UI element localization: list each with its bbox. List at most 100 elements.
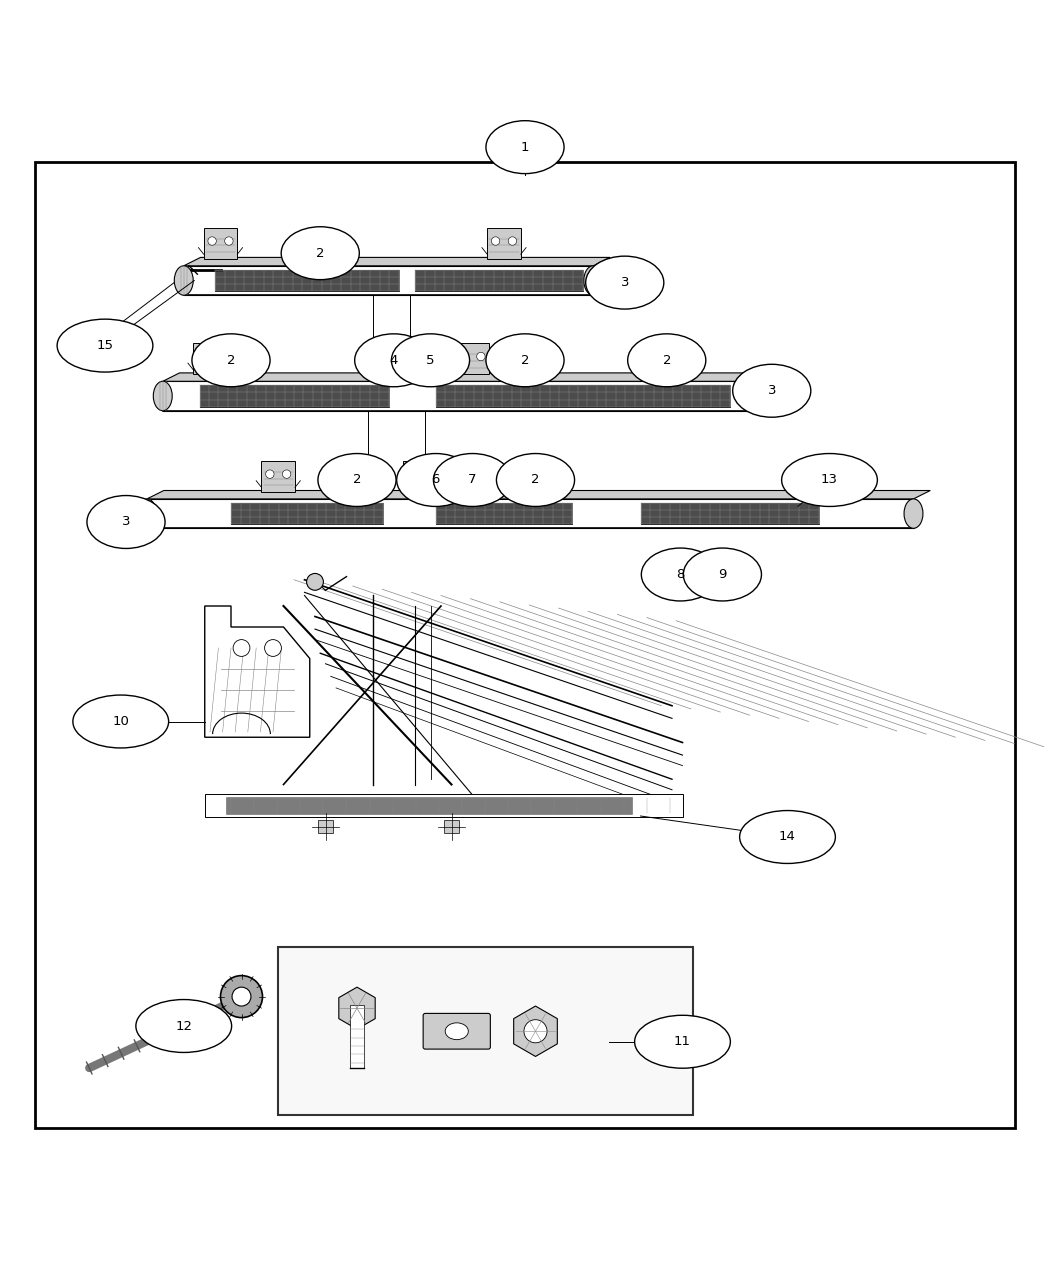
Text: 8: 8 (676, 567, 685, 581)
Bar (436, 385, 730, 407)
Circle shape (282, 470, 291, 478)
Bar (231, 504, 383, 524)
Ellipse shape (192, 334, 270, 386)
Circle shape (208, 237, 216, 245)
Ellipse shape (584, 265, 603, 296)
Bar (226, 797, 632, 813)
Circle shape (524, 1020, 547, 1043)
Bar (487, 228, 521, 259)
Ellipse shape (634, 1015, 731, 1068)
Circle shape (477, 352, 485, 361)
Bar (163, 381, 751, 411)
Circle shape (220, 975, 262, 1017)
Ellipse shape (741, 381, 760, 411)
Ellipse shape (318, 454, 396, 506)
Circle shape (424, 352, 433, 361)
Circle shape (676, 352, 685, 361)
Bar (640, 504, 819, 524)
Text: 2: 2 (531, 473, 540, 487)
Text: 3: 3 (768, 384, 776, 398)
Circle shape (266, 470, 274, 478)
Polygon shape (513, 1006, 558, 1057)
Text: 2: 2 (521, 353, 529, 367)
Text: 11: 11 (674, 1035, 691, 1048)
Ellipse shape (355, 334, 433, 386)
Text: 7: 7 (468, 473, 477, 487)
Ellipse shape (628, 334, 706, 386)
Circle shape (232, 987, 251, 1006)
Circle shape (659, 352, 668, 361)
Text: 4: 4 (390, 353, 398, 367)
Text: 9: 9 (718, 567, 727, 581)
Ellipse shape (486, 334, 564, 386)
Circle shape (482, 470, 490, 478)
Bar (456, 343, 489, 374)
Circle shape (233, 640, 250, 657)
Circle shape (225, 237, 233, 245)
Circle shape (197, 352, 206, 361)
Bar (204, 228, 237, 259)
Text: 15: 15 (97, 339, 113, 352)
Text: 2: 2 (227, 353, 235, 367)
Ellipse shape (397, 454, 475, 506)
Circle shape (407, 470, 416, 478)
Circle shape (460, 352, 468, 361)
Ellipse shape (138, 499, 156, 528)
Ellipse shape (586, 256, 664, 309)
Bar (415, 270, 583, 291)
Bar (436, 504, 572, 524)
Ellipse shape (739, 811, 836, 863)
Ellipse shape (434, 454, 511, 506)
Ellipse shape (281, 227, 359, 279)
Text: 12: 12 (175, 1020, 192, 1033)
Bar (200, 385, 388, 407)
Ellipse shape (642, 548, 719, 601)
Ellipse shape (904, 499, 923, 528)
Circle shape (214, 352, 223, 361)
Polygon shape (147, 491, 930, 499)
Circle shape (407, 352, 416, 361)
Bar (318, 820, 333, 833)
Bar (278, 947, 693, 1116)
Circle shape (307, 574, 323, 590)
Text: 3: 3 (621, 277, 629, 289)
Bar (205, 794, 682, 817)
Ellipse shape (392, 334, 469, 386)
Ellipse shape (135, 1000, 232, 1052)
Ellipse shape (72, 695, 169, 748)
Text: 14: 14 (779, 830, 796, 844)
Text: 1: 1 (521, 140, 529, 154)
Ellipse shape (486, 121, 564, 173)
Ellipse shape (174, 265, 193, 296)
Bar (184, 265, 593, 296)
Circle shape (491, 237, 500, 245)
Text: 3: 3 (122, 515, 130, 529)
Circle shape (424, 470, 433, 478)
Text: 6: 6 (432, 473, 440, 487)
Polygon shape (205, 606, 310, 737)
Ellipse shape (87, 496, 165, 548)
Ellipse shape (445, 1023, 468, 1039)
Circle shape (265, 640, 281, 657)
Text: 2: 2 (663, 353, 671, 367)
Text: 2: 2 (316, 246, 324, 260)
Bar (444, 820, 459, 833)
Bar (655, 343, 689, 374)
Bar (461, 460, 495, 492)
Bar (261, 460, 295, 492)
Ellipse shape (497, 454, 574, 506)
Bar (147, 499, 914, 528)
Text: 10: 10 (112, 715, 129, 728)
Bar (403, 343, 437, 374)
Circle shape (465, 470, 474, 478)
Text: 13: 13 (821, 473, 838, 487)
Polygon shape (339, 987, 375, 1029)
Ellipse shape (153, 381, 172, 411)
Circle shape (508, 237, 517, 245)
Text: 2: 2 (353, 473, 361, 487)
FancyBboxPatch shape (423, 1014, 490, 1049)
Ellipse shape (57, 319, 153, 372)
Ellipse shape (781, 454, 878, 506)
Ellipse shape (684, 548, 761, 601)
Bar (350, 1005, 364, 1068)
